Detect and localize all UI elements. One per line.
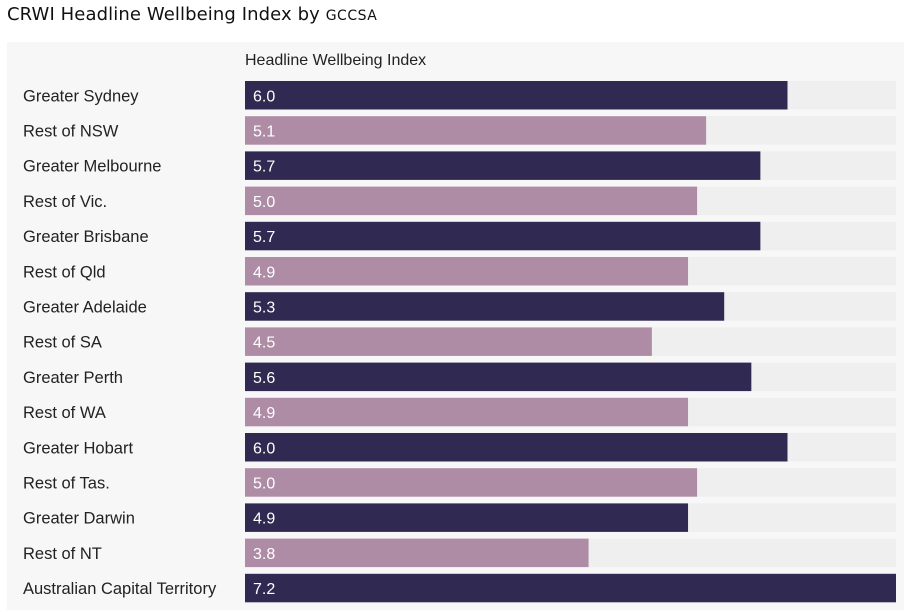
category-label-greater-adelaide: Greater Adelaide (23, 298, 147, 316)
category-label-greater-melbourne: Greater Melbourne (23, 158, 162, 176)
bar-rest-of-nsw (245, 116, 707, 145)
chart-title: CRWI Headline Wellbeing Index by GCCSA (7, 4, 377, 25)
value-label-greater-melbourne: 5.7 (253, 159, 275, 176)
category-label-greater-perth: Greater Perth (23, 369, 123, 387)
column-header: Headline Wellbeing Index (245, 52, 427, 69)
category-label-greater-darwin: Greater Darwin (23, 510, 135, 528)
bar-australian-capital-territory (245, 573, 896, 603)
bar-greater-perth (245, 362, 752, 392)
bar-rest-of-vic (245, 186, 698, 216)
category-label-greater-brisbane: Greater Brisbane (23, 228, 149, 246)
value-label-rest-of-tas: 5.0 (253, 475, 275, 492)
value-label-rest-of-sa: 4.5 (253, 335, 275, 352)
category-label-rest-of-wa: Rest of WA (23, 404, 106, 422)
bar-rest-of-sa (245, 327, 652, 356)
category-label-australian-capital-territory: Australian Capital Territory (23, 580, 217, 598)
bar-greater-adelaide (245, 292, 725, 321)
value-label-greater-perth: 5.6 (253, 370, 275, 387)
bar-rest-of-tas (245, 468, 698, 497)
chart-title-main: CRWI Headline Wellbeing Index by (7, 4, 320, 25)
chart-title-group: GCCSA (325, 8, 378, 24)
value-label-australian-capital-territory: 7.2 (253, 581, 275, 598)
value-label-greater-sydney: 6.0 (253, 88, 275, 105)
bar-rest-of-nt (245, 538, 589, 568)
category-label-rest-of-tas: Rest of Tas. (23, 474, 110, 492)
bar-rest-of-wa (245, 397, 689, 427)
value-label-rest-of-nsw: 5.1 (253, 123, 275, 140)
value-label-rest-of-qld: 4.9 (253, 264, 275, 281)
category-label-greater-hobart: Greater Hobart (23, 439, 133, 457)
value-label-greater-adelaide: 5.3 (253, 299, 275, 316)
value-label-rest-of-wa: 4.9 (253, 405, 275, 422)
bar-greater-sydney (245, 81, 788, 110)
value-label-rest-of-nt: 3.8 (253, 546, 275, 563)
bar-rest-of-qld (245, 257, 689, 286)
value-label-rest-of-vic: 5.0 (253, 194, 275, 211)
category-label-rest-of-nt: Rest of NT (23, 545, 102, 563)
bar-greater-hobart (245, 433, 788, 462)
value-label-greater-brisbane: 5.7 (253, 229, 275, 246)
value-label-greater-hobart: 6.0 (253, 440, 275, 457)
category-label-rest-of-sa: Rest of SA (23, 334, 102, 352)
value-label-greater-darwin: 4.9 (253, 511, 275, 528)
category-label-greater-sydney: Greater Sydney (23, 87, 139, 105)
category-label-rest-of-qld: Rest of Qld (23, 263, 106, 281)
category-label-rest-of-vic: Rest of Vic. (23, 193, 107, 211)
bar-greater-darwin (245, 503, 689, 532)
category-label-rest-of-nsw: Rest of NSW (23, 122, 119, 140)
bar-greater-brisbane (245, 221, 761, 251)
bar-greater-melbourne (245, 151, 761, 180)
